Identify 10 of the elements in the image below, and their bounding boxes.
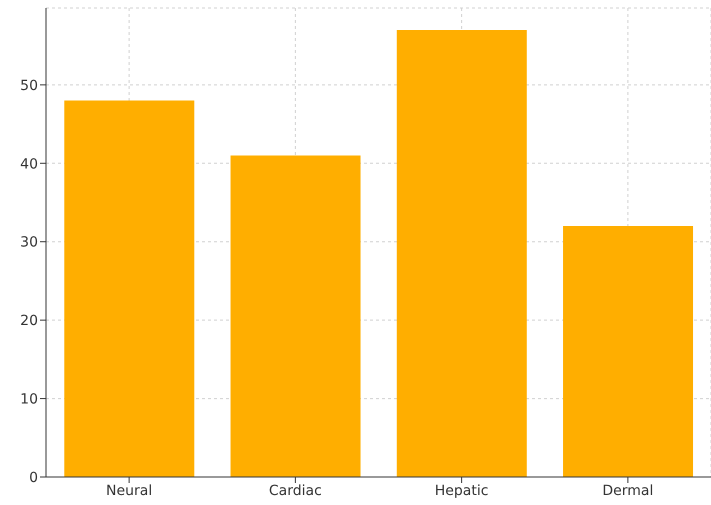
x-tick-label: Hepatic xyxy=(434,482,488,499)
y-tick-label: 0 xyxy=(29,470,38,486)
y-tick-label: 10 xyxy=(20,392,38,408)
y-tick-label: 50 xyxy=(20,78,38,94)
x-tick-label: Neural xyxy=(106,482,152,499)
x-tick-label: Dermal xyxy=(602,482,654,499)
x-tick-label: Cardiac xyxy=(268,482,322,499)
y-tick-label: 40 xyxy=(20,156,38,172)
y-tick-label: 20 xyxy=(20,313,38,330)
y-tick-label: 30 xyxy=(20,234,38,251)
